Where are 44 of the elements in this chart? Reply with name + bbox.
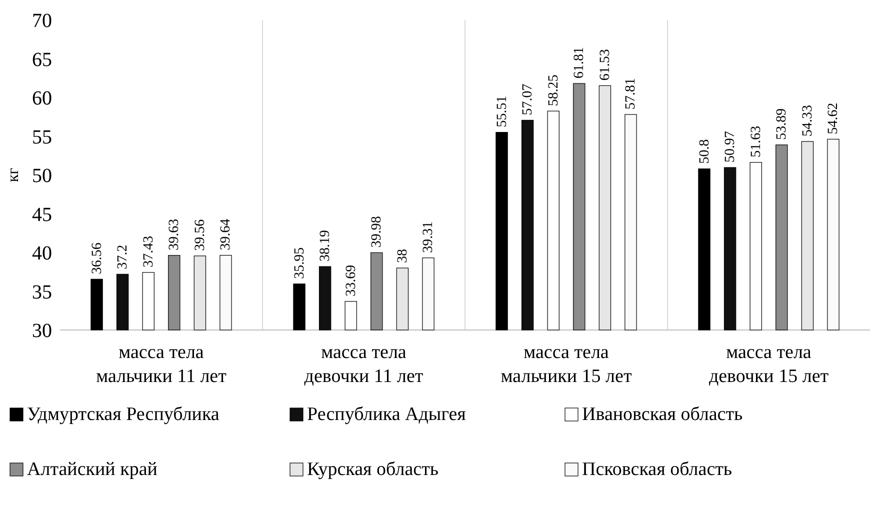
legend-label: Алтайский край [27,459,158,480]
data-label: 38.19 [318,230,334,262]
legend-label: Псковская область [582,459,732,480]
data-label: 50.8 [697,139,712,164]
data-label: 61.81 [572,46,588,78]
data-label: 51.63 [748,126,764,158]
data-label: 38 [395,249,410,263]
data-label: 39.31 [421,221,436,253]
data-label: 39.64 [218,218,234,250]
data-label: 58.25 [546,74,562,106]
data-label: 54.62 [826,102,842,134]
data-label: 35.95 [292,247,308,279]
data-label: 39.98 [370,216,385,248]
data-label: 37.2 [116,244,131,270]
x-tick-label: масса тела девочки 11 лет [304,342,424,387]
y-tick-label: 65 [32,48,52,71]
y-tick-label: 55 [32,126,52,148]
data-label: 39.56 [192,219,208,251]
legend-label: Республика Адыгея [307,404,466,425]
x-tick-label: масса тела девочки 15 лет [708,342,830,387]
y-tick-label: 30 [32,320,52,342]
data-label: 36.56 [90,242,105,274]
data-label: 57.81 [624,78,639,110]
y-tick-label: 40 [32,242,52,264]
data-label: 53.89 [774,108,790,140]
data-label: 37.43 [141,236,156,268]
y-tick-label: 45 [32,204,52,226]
x-tick-label: масса тела мальчики 15 лет [500,342,632,387]
x-tick-label: масса тела мальчики 11 лет [96,342,228,387]
data-label: 61.53 [598,49,613,81]
legend-label: Ивановская область [582,404,744,425]
legend-label: Удмуртская Республика [27,404,220,425]
y-axis-title: кг [5,167,22,182]
data-label: 55.51 [494,96,510,128]
y-tick-label: 70 [32,10,52,32]
data-label: 39.63 [167,218,182,250]
data-label: 50.97 [723,130,738,162]
data-label: 54.33 [800,104,816,136]
data-label: 33.69 [344,264,359,296]
y-tick-label: 50 [32,165,52,187]
legend-label: Курская область [307,459,439,480]
y-tick-label: 35 [32,281,52,304]
data-label: 57.07 [520,84,536,116]
y-tick-label: 60 [32,88,52,110]
